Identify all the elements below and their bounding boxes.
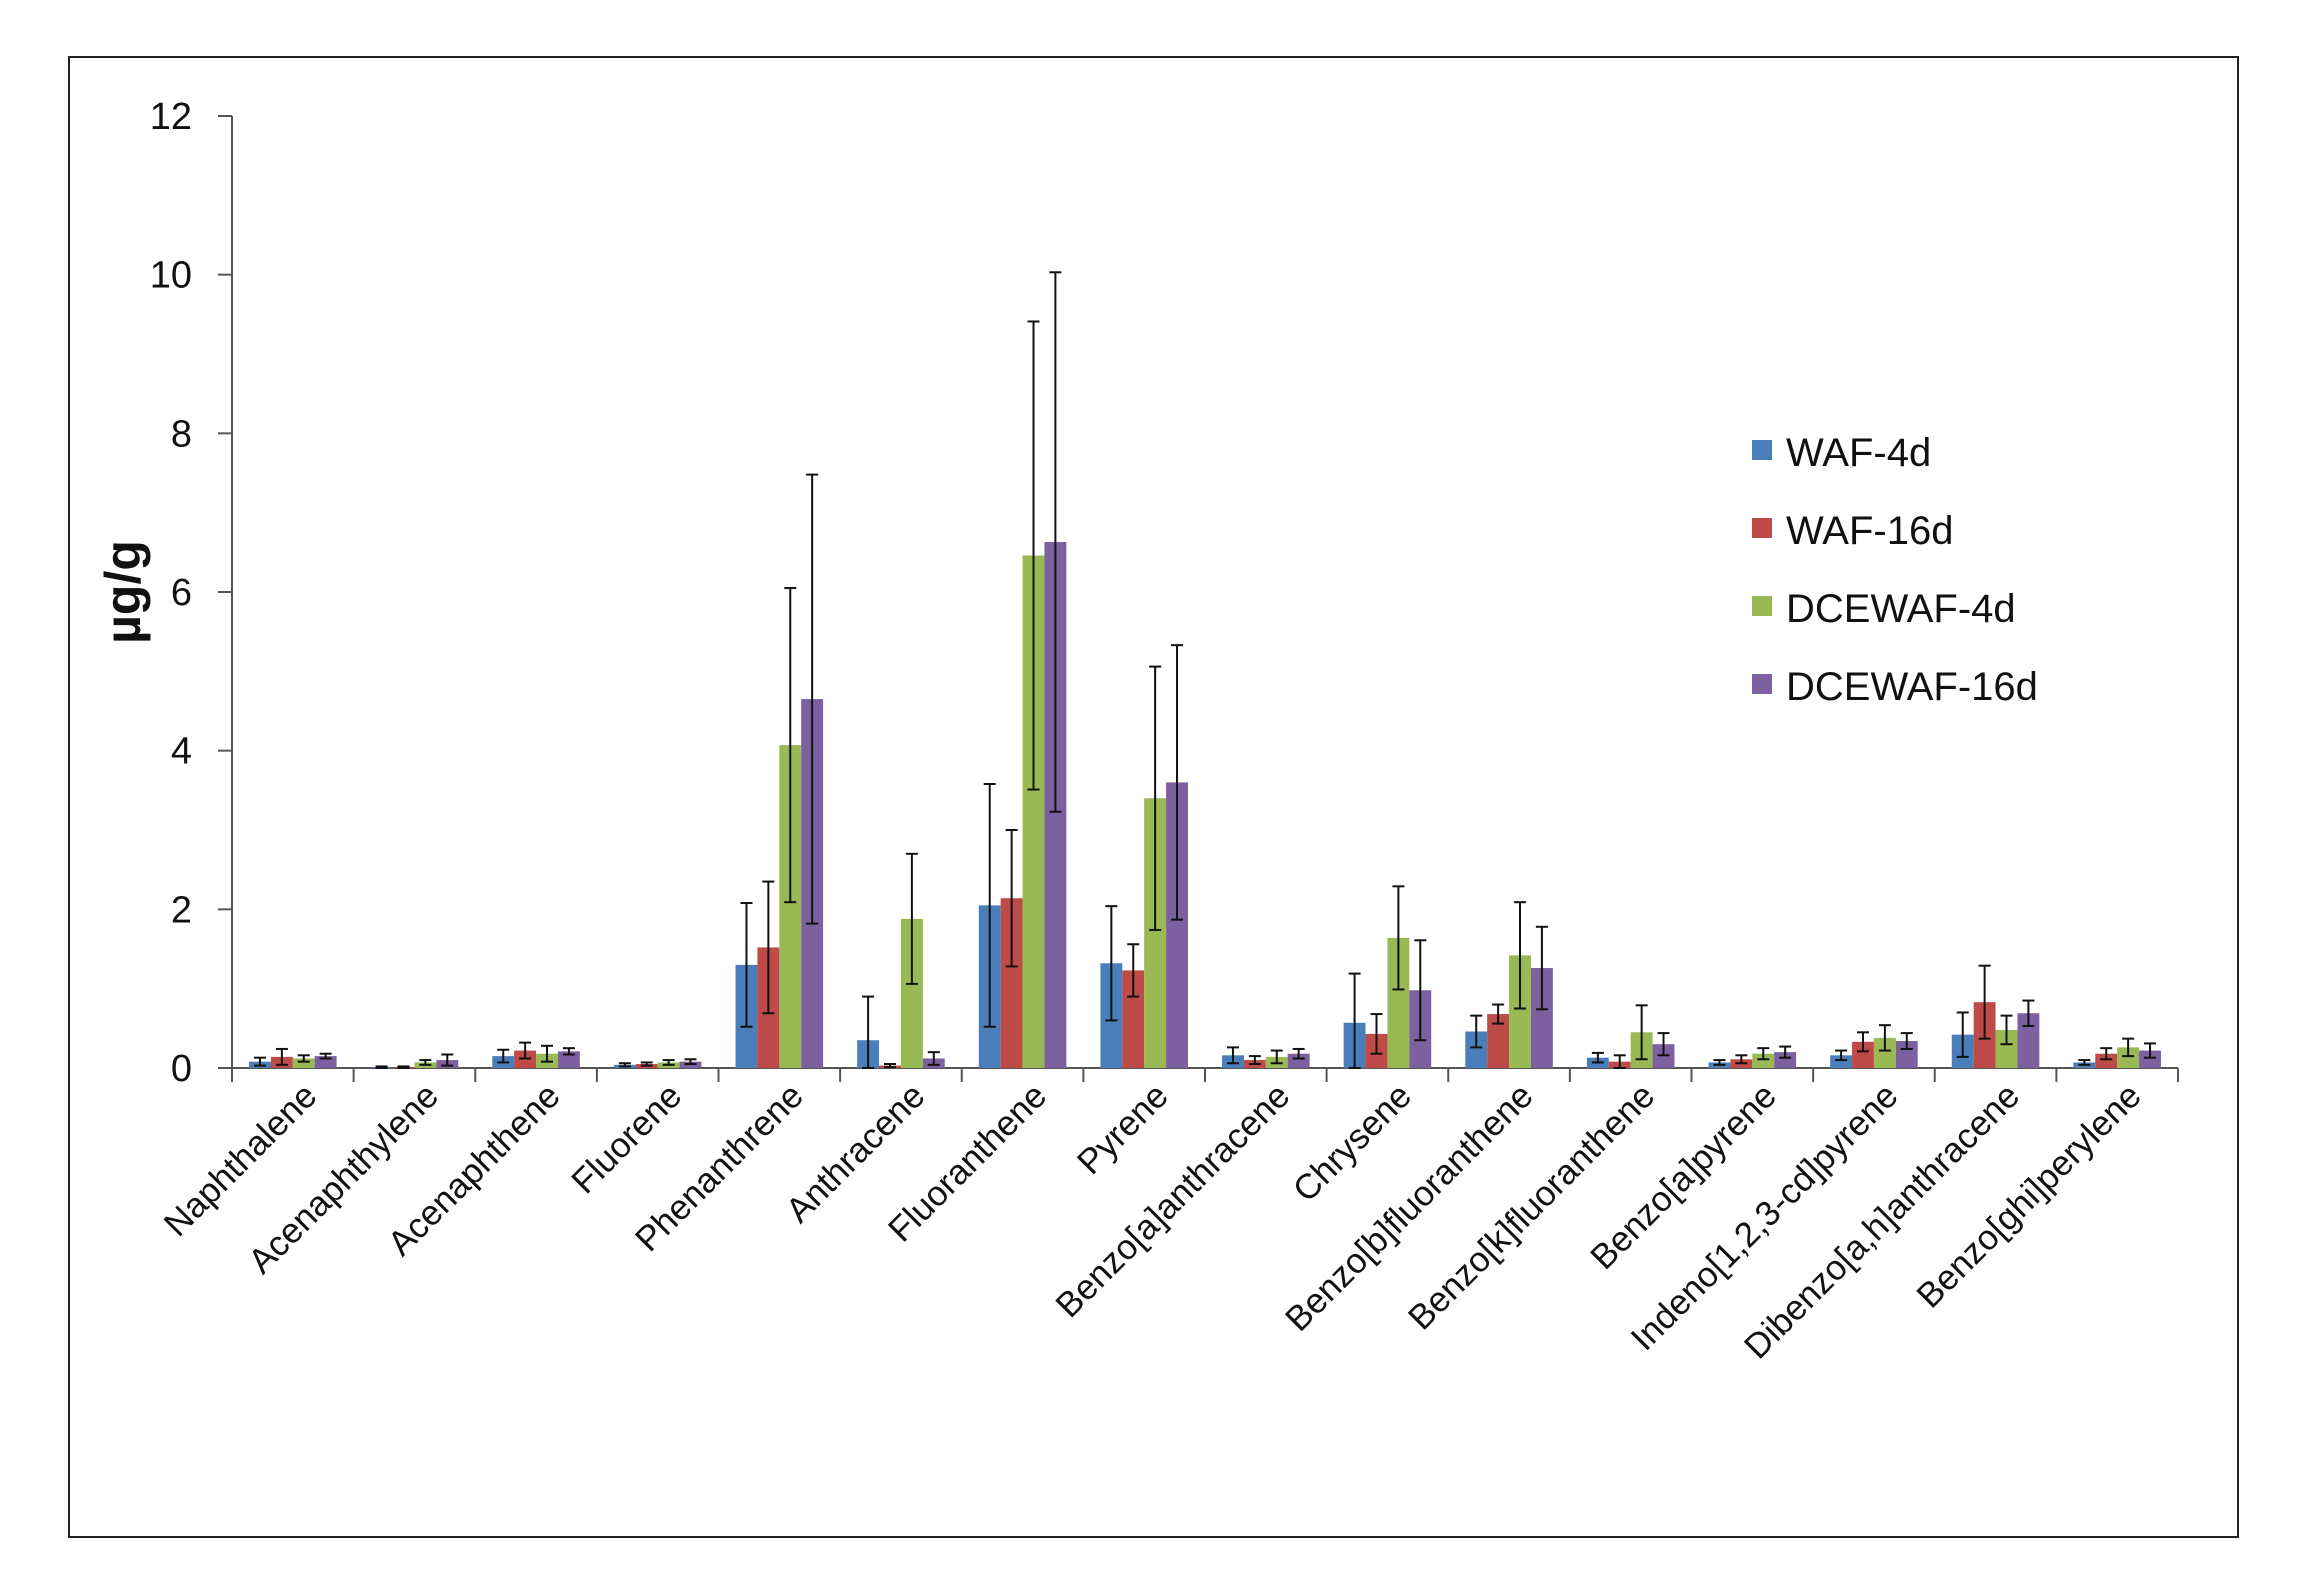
bar-dcewaf-16d-13 [1895,1041,1918,1068]
y-tick-label: 4 [171,731,192,773]
y-tick-label: 2 [171,889,192,931]
x-category-label: Benzo[a]anthracene [1048,1076,1297,1325]
y-tick-label: 6 [171,572,192,614]
bar-dcewaf-16d-10 [1530,968,1553,1068]
bar-waf-4d-10 [1465,1031,1488,1068]
bar-dcewaf-4d-0 [292,1058,315,1068]
y-tick-label: 8 [171,413,192,455]
bar-dcewaf-4d-4 [779,745,802,1068]
legend-label-dcewaf-16d: DCEWAF-16d [1786,665,2038,709]
bar-dcewaf-4d-14 [1995,1029,2018,1068]
bar-waf-16d-6 [1000,898,1023,1068]
y-tick-label: 12 [150,96,192,138]
y-tick-label: 0 [171,1048,192,1090]
legend-label-waf-4d: WAF-4d [1786,431,1931,475]
bar-dcewaf-16d-8 [1287,1053,1310,1068]
bar-waf-16d-15 [2095,1053,2118,1068]
bar-dcewaf-4d-7 [1144,798,1167,1068]
bar-waf-16d-13 [1852,1041,1874,1068]
x-category-label: Pyrene [1070,1076,1176,1182]
x-category-label: Benzo[k]fluoranthene [1401,1076,1662,1337]
x-category-label: Fluorene [564,1076,689,1201]
legend-label-waf-16d: WAF-16d [1786,509,1953,553]
legend-swatch-dcewaf-4d [1752,596,1772,616]
bar-dcewaf-4d-15 [2117,1047,2140,1068]
bar-dcewaf-16d-15 [2139,1050,2161,1068]
bar-dcewaf-16d-7 [1166,782,1188,1068]
bar-dcewaf-16d-0 [314,1056,337,1068]
legend-swatch-waf-4d [1752,440,1772,460]
bar-waf-4d-13 [1830,1055,1853,1068]
bar-dcewaf-4d-12 [1752,1053,1775,1068]
bar-dcewaf-4d-10 [1509,955,1531,1068]
legend-swatch-dcewaf-16d [1752,674,1772,694]
bar-dcewaf-4d-13 [1873,1037,1896,1068]
bar-dcewaf-4d-6 [1022,555,1045,1068]
legend-swatch-waf-16d [1752,518,1772,538]
legend-label-dcewaf-4d: DCEWAF-4d [1786,587,2016,631]
bar-dcewaf-16d-12 [1774,1052,1797,1068]
y-tick-label: 10 [150,255,192,297]
bar-dcewaf-4d-9 [1387,937,1410,1068]
bar-waf-16d-10 [1487,1014,1510,1068]
chart-frame [68,56,2239,1538]
bar-waf-16d-7 [1122,970,1145,1068]
x-category-label: Benzo[ghi]perylene [1909,1076,2148,1315]
y-axis-title: µg/g [95,540,151,644]
x-category-label: Benzo[b]fluoranthene [1278,1076,1541,1339]
bar-dcewaf-4d-5 [900,918,923,1068]
